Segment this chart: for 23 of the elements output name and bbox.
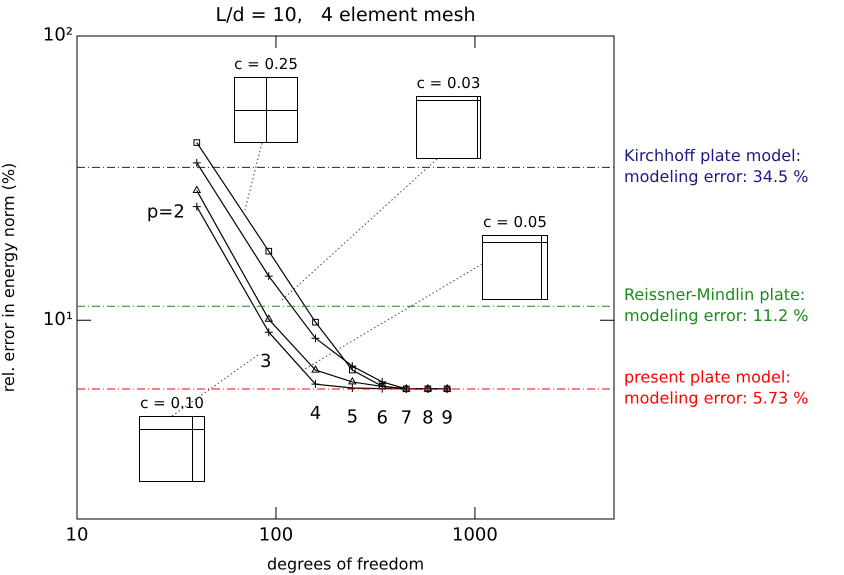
annotation: 9 bbox=[441, 408, 453, 429]
annotation: p=2 bbox=[146, 201, 185, 222]
y-axis-title: rel. error in energy norm (%) bbox=[0, 162, 18, 392]
annotation: c = 0.03 bbox=[416, 74, 480, 92]
x-tick-label: 1000 bbox=[452, 524, 498, 546]
x-tick-label: 100 bbox=[258, 524, 294, 546]
annotation: 8 bbox=[422, 408, 434, 429]
chart-title: L/d = 10, 4 element mesh bbox=[215, 4, 476, 26]
annotation: c = 0.05 bbox=[483, 213, 547, 231]
annotation: 5 bbox=[346, 406, 358, 428]
x-tick-label: 10 bbox=[66, 524, 88, 546]
y-tick-label: 10¹ bbox=[42, 308, 73, 330]
y-tick-label: 10² bbox=[42, 24, 73, 46]
ref-line-label: Reissner-Mindlin plate: modeling error: 11.2 % bbox=[624, 284, 808, 325]
ref-line-label: Kirchhoff plate model: modeling error: 34.5 % bbox=[624, 146, 808, 186]
annotation: c = 0.25 bbox=[234, 55, 298, 73]
annotation: 7 bbox=[400, 408, 412, 429]
annotation: 4 bbox=[310, 402, 322, 424]
annotation: 3 bbox=[260, 350, 272, 372]
annotation: c = 0.10 bbox=[140, 394, 204, 412]
x-axis-title: degrees of freedom bbox=[266, 554, 424, 574]
ref-line-label: present plate model: modeling error: 5.73 % bbox=[624, 368, 808, 408]
annotation: 6 bbox=[376, 407, 388, 428]
